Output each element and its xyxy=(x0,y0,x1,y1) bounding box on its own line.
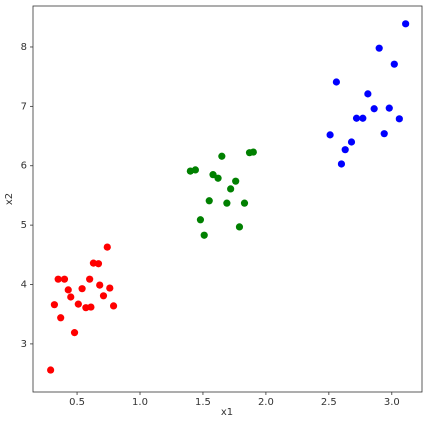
x-tick-label: 1.5 xyxy=(195,397,211,408)
x-axis-label: x1 xyxy=(221,407,233,418)
x-tick-label: 1.0 xyxy=(132,397,148,408)
point xyxy=(106,284,114,292)
y-axis-label: x2 xyxy=(4,193,15,205)
point xyxy=(74,300,82,308)
point xyxy=(380,130,388,138)
point xyxy=(402,20,410,28)
point xyxy=(223,199,231,207)
point xyxy=(352,114,361,122)
point xyxy=(395,115,403,123)
point xyxy=(218,152,226,160)
x-tick-label: 0.5 xyxy=(69,397,85,408)
point xyxy=(96,281,104,289)
point xyxy=(209,171,217,179)
point xyxy=(364,90,372,98)
point xyxy=(359,114,367,122)
point xyxy=(385,104,393,112)
point xyxy=(200,231,208,239)
point xyxy=(78,285,86,293)
point xyxy=(232,177,240,185)
point xyxy=(94,260,103,268)
point xyxy=(109,302,118,310)
point xyxy=(370,105,378,113)
point xyxy=(103,243,111,251)
point xyxy=(205,197,213,205)
point xyxy=(347,138,356,146)
point xyxy=(332,78,340,86)
point xyxy=(60,275,69,283)
y-tick-label: 6 xyxy=(21,161,27,172)
point xyxy=(326,131,334,139)
y-tick-label: 4 xyxy=(21,280,27,291)
y-tick-label: 8 xyxy=(21,42,27,53)
point xyxy=(196,216,205,224)
point xyxy=(64,286,72,294)
point xyxy=(99,292,108,300)
point xyxy=(375,44,383,52)
point xyxy=(57,314,65,322)
y-tick-label: 7 xyxy=(21,101,27,112)
point xyxy=(50,301,59,309)
point xyxy=(87,303,95,311)
x-tick-label: 2.5 xyxy=(321,397,337,408)
y-tick-label: 5 xyxy=(21,220,27,231)
point xyxy=(70,329,79,337)
point xyxy=(86,275,94,283)
x-tick-label: 3.0 xyxy=(384,397,400,408)
x-tick-label: 2.0 xyxy=(258,397,274,408)
point xyxy=(240,199,249,207)
point xyxy=(54,275,62,283)
point xyxy=(235,223,244,231)
point xyxy=(214,174,222,182)
point xyxy=(390,60,398,68)
point xyxy=(227,185,235,193)
plot-frame xyxy=(32,5,423,393)
point xyxy=(191,166,199,174)
y-tick-label: 3 xyxy=(21,339,27,350)
point xyxy=(249,148,257,156)
point xyxy=(341,146,349,154)
point xyxy=(67,293,75,301)
point xyxy=(337,160,346,168)
point xyxy=(47,366,55,374)
